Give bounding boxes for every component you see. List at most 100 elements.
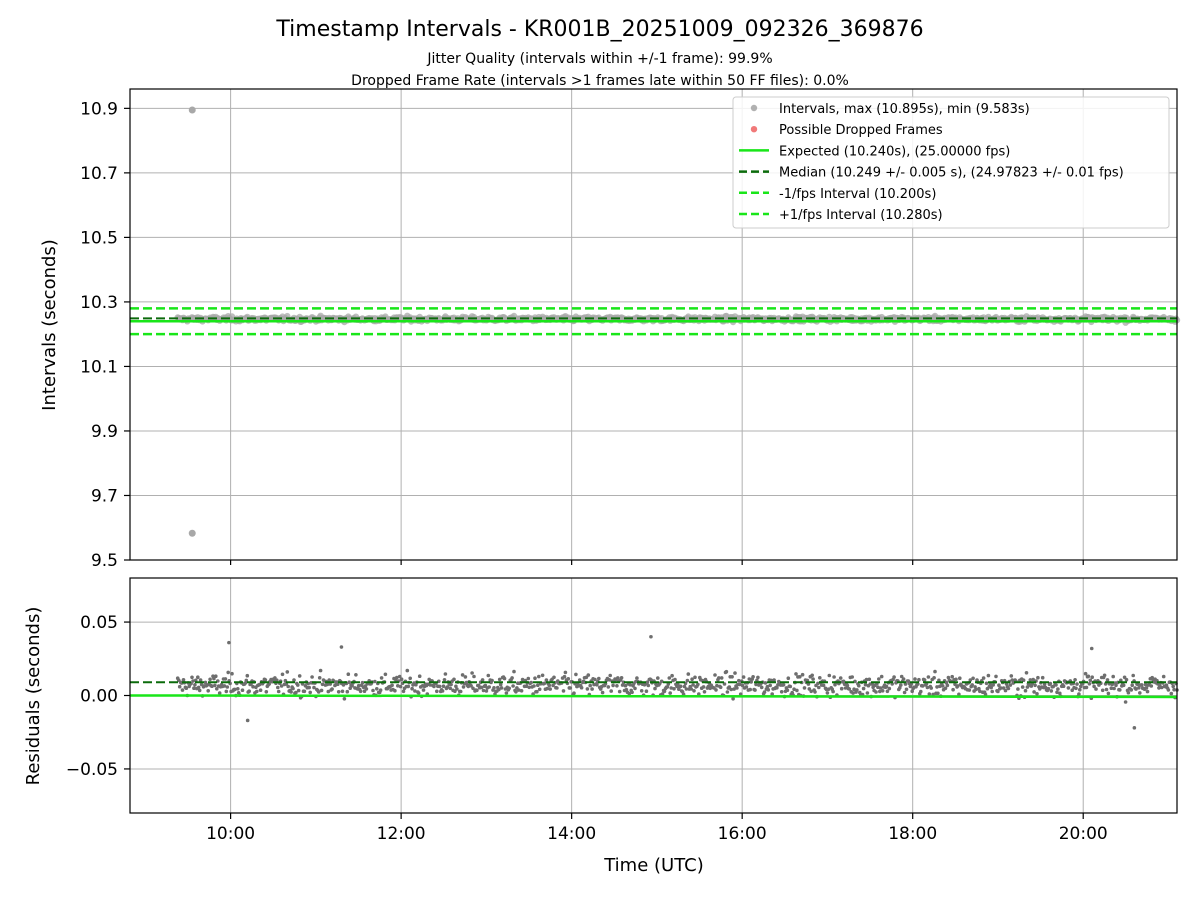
residual-point — [953, 682, 957, 687]
residual-point — [735, 686, 739, 690]
intervals-y-tick-label: 10.1 — [80, 357, 118, 377]
residuals-y-label: Residuals (seconds) — [23, 607, 44, 786]
residual-point — [851, 691, 855, 695]
residual-point — [364, 687, 369, 691]
residuals-x-tick-label: 12:00 — [377, 824, 426, 844]
residual-point — [360, 680, 365, 685]
residual-point — [432, 684, 436, 689]
residual-point — [1136, 682, 1140, 687]
residual-point — [230, 671, 234, 676]
residual-point — [350, 684, 354, 688]
residual-point — [317, 676, 322, 680]
residual-point — [701, 685, 706, 689]
residual-point — [1024, 671, 1029, 675]
intervals-y-label: Intervals (seconds) — [39, 239, 60, 411]
residual-point — [880, 689, 885, 693]
residual-point — [754, 682, 758, 687]
residual-point — [529, 680, 533, 685]
residual-point — [1074, 686, 1078, 691]
residual-point — [1023, 688, 1028, 693]
residual-point — [1100, 688, 1105, 693]
residual-point — [678, 684, 683, 689]
residual-point — [852, 687, 856, 691]
residual-point — [471, 686, 475, 691]
residual-point — [646, 683, 651, 688]
residual-point — [617, 689, 622, 694]
residual-point — [756, 675, 760, 680]
residual-point — [1035, 692, 1039, 696]
residual-point — [213, 683, 217, 688]
residual-point — [1087, 682, 1092, 686]
residual-point — [1008, 683, 1013, 687]
residual-point — [682, 684, 687, 689]
residual-point — [741, 675, 746, 679]
intervals-y-tick-label: 10.5 — [80, 228, 118, 248]
residual-point — [198, 678, 203, 682]
residual-point — [831, 689, 835, 694]
residual-point — [1016, 687, 1020, 691]
residual-point — [692, 689, 696, 693]
residual-point — [885, 689, 890, 694]
intervals-points — [130, 106, 1181, 537]
residual-point — [935, 685, 939, 689]
legend-box — [732, 96, 1170, 229]
residual-point — [325, 682, 330, 687]
residual-point — [676, 682, 680, 686]
residual-point — [1088, 678, 1093, 683]
residual-point — [378, 688, 383, 692]
residual-point — [988, 682, 993, 687]
residual-point — [561, 689, 566, 693]
residual-point — [251, 684, 255, 689]
residuals-x-ticks: 10:00 12:00 14:00 16:00 18:00 20:00 — [206, 813, 1108, 844]
residual-point — [1137, 686, 1141, 690]
residual-point — [208, 677, 212, 682]
residual-point — [994, 674, 998, 679]
intervals-reference-lines — [130, 307, 1177, 336]
residual-point — [665, 685, 670, 689]
residual-point — [662, 689, 667, 693]
residual-point — [475, 688, 479, 693]
residual-point — [878, 689, 882, 694]
intervals-x-ticks — [230, 560, 1084, 565]
residual-point — [227, 640, 231, 645]
residual-point — [839, 686, 844, 691]
residual-point — [214, 674, 218, 678]
residual-point — [236, 687, 240, 691]
residual-point — [497, 677, 502, 682]
residual-point — [1077, 692, 1081, 696]
residual-point — [931, 692, 935, 697]
residual-point — [864, 677, 869, 682]
residual-point — [307, 685, 312, 690]
residual-point — [562, 674, 567, 679]
residual-point — [956, 684, 960, 688]
residual-point — [878, 686, 883, 690]
residual-point — [749, 680, 753, 684]
residual-point — [483, 683, 488, 688]
residuals-y-tick-label: 0.05 — [80, 613, 118, 633]
legend-label: Median (10.249 +/- 0.005 s), (24.97823 +… — [779, 166, 1124, 181]
residual-point — [1124, 677, 1129, 682]
residual-point — [968, 678, 973, 682]
residual-point — [792, 687, 796, 691]
residual-point — [551, 683, 555, 688]
residual-point — [448, 686, 453, 691]
residual-point — [379, 676, 384, 680]
residual-point — [1058, 691, 1062, 696]
residual-point — [1070, 688, 1074, 692]
residual-point — [469, 684, 473, 688]
residual-point — [1144, 686, 1149, 690]
residuals-x-tick-label: 18:00 — [888, 824, 937, 844]
residual-point — [280, 672, 285, 677]
residual-point — [345, 689, 350, 694]
residual-point — [540, 673, 545, 678]
residual-point — [747, 677, 752, 681]
residual-point — [519, 689, 524, 693]
residual-point — [481, 688, 486, 693]
residual-point — [504, 691, 509, 695]
residual-point — [1009, 674, 1014, 678]
residual-point — [401, 689, 406, 694]
residual-point — [224, 689, 229, 694]
residual-point — [1089, 646, 1094, 651]
residual-point — [245, 673, 250, 678]
residual-point — [633, 686, 637, 691]
